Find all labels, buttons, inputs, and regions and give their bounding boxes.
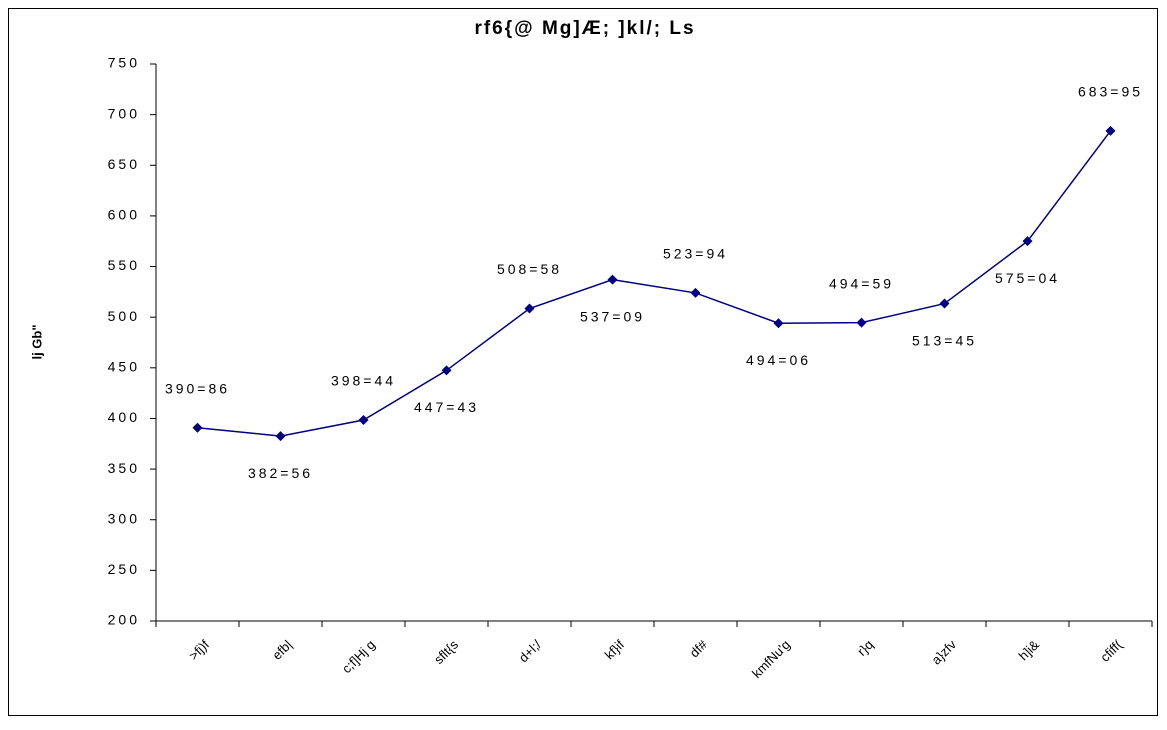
y-tick-label: 400	[108, 409, 140, 425]
chart-border	[8, 8, 1158, 716]
data-label: 494=59	[829, 275, 894, 291]
point	[358, 415, 369, 426]
y-tick-label: 250	[108, 561, 140, 577]
point	[1105, 125, 1116, 136]
data-label: 447=43	[414, 399, 479, 415]
y-tick-label: 300	[108, 510, 140, 526]
y-tick-label: 200	[108, 612, 140, 628]
data-label: 494=06	[746, 352, 811, 368]
y-axis-label: lj Gb"	[29, 324, 44, 359]
point	[856, 317, 867, 328]
data-label: 508=58	[497, 261, 562, 277]
data-label: 537=09	[580, 308, 645, 324]
point	[441, 365, 452, 376]
y-tick-label: 550	[108, 257, 140, 273]
data-label: 683=95	[1078, 84, 1143, 100]
y-tick-label: 350	[108, 460, 140, 476]
point	[939, 298, 950, 309]
y-tick-label: 600	[108, 207, 140, 223]
y-tick-label: 750	[108, 55, 140, 71]
y-tick-label: 450	[108, 359, 140, 375]
y-tick-label: 500	[108, 308, 140, 324]
data-label: 382=56	[248, 465, 313, 481]
point	[524, 303, 535, 314]
data-label: 390=86	[165, 380, 230, 396]
data-label: 575=04	[995, 270, 1060, 286]
data-label: 513=45	[912, 332, 977, 348]
point	[1022, 236, 1033, 247]
data-label: 523=94	[663, 246, 728, 262]
point	[607, 274, 618, 285]
point	[690, 287, 701, 298]
chart-title: rf6{@ Mg]Æ; ]kl/; Ls	[474, 18, 695, 39]
line	[197, 130, 1112, 437]
y-tick-label: 700	[108, 105, 140, 121]
point	[192, 422, 203, 433]
point	[275, 431, 286, 442]
point	[773, 318, 784, 329]
data-label: 398=44	[331, 373, 396, 389]
y-tick-label: 650	[108, 156, 140, 172]
